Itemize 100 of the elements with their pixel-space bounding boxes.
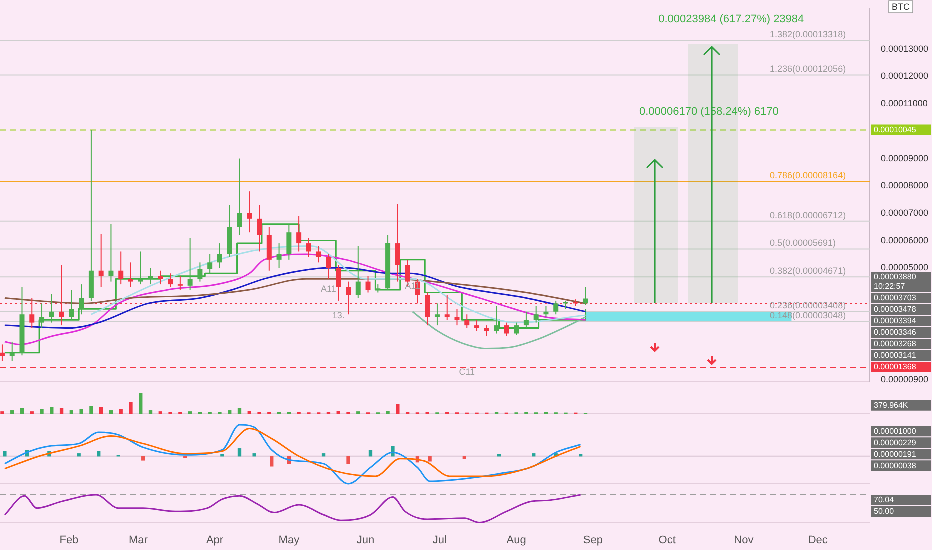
bar (70, 410, 74, 414)
candlestick (464, 314, 470, 329)
bar (40, 409, 44, 414)
candlestick (434, 303, 440, 326)
candlestick (118, 251, 124, 286)
candlestick (138, 251, 144, 286)
text: 70.04 (874, 496, 895, 505)
ref-line-label: 0.00010045 (874, 125, 917, 134)
candlestick (0, 344, 5, 362)
bar (252, 454, 256, 457)
candlestick (158, 270, 164, 286)
x-tick-label: Aug (506, 534, 526, 546)
text: 0.00003268 (874, 340, 917, 349)
y-tick-label: 0.00013000 (881, 44, 929, 54)
x-tick-label: Oct (658, 534, 676, 546)
bar (142, 456, 146, 461)
candlestick (336, 264, 342, 302)
y-tick-label: 0.00007000 (881, 208, 929, 218)
text: 0.00000038 (874, 461, 917, 470)
candlestick (286, 224, 292, 260)
candlestick (326, 254, 332, 280)
candlestick (514, 322, 520, 336)
candlestick (148, 268, 154, 286)
bar (322, 454, 326, 457)
bar (148, 410, 153, 414)
bar (97, 451, 101, 457)
annotation: 0.00023984 (617.27%) 23984 (658, 14, 804, 26)
candlestick (494, 306, 500, 334)
bar (3, 451, 7, 457)
annotation: 13. (332, 310, 345, 321)
candlestick (108, 224, 114, 282)
text: 0.00003141 (874, 351, 917, 360)
candlestick (49, 294, 54, 324)
candlestick (524, 311, 529, 329)
candlestick (128, 262, 134, 288)
bar (248, 411, 252, 414)
candlestick (474, 320, 480, 332)
y-tick-label: 0.00005000 (881, 262, 929, 273)
text: 0.00000229 (874, 438, 917, 448)
bar (386, 411, 390, 414)
candlestick (504, 322, 510, 337)
candlestick (178, 276, 183, 291)
candlestick (217, 243, 222, 269)
text: 379.964K (874, 401, 909, 410)
bar (336, 411, 340, 414)
candlestick (79, 284, 84, 316)
annotation: C11 (459, 366, 476, 377)
bar (129, 402, 133, 414)
ref-line-label: 0.236(0.00003408) (770, 300, 846, 311)
y-tick-label: 0.00006000 (881, 235, 929, 246)
bar (368, 450, 373, 457)
candlestick (247, 191, 252, 234)
ref-line-label: 1.382(0.00013318) (770, 30, 846, 40)
candlestick (276, 243, 282, 269)
x-tick-label: Sep (583, 534, 603, 546)
candlestick (316, 246, 322, 264)
x-tick-label: Feb (60, 534, 79, 546)
y-tick-label: 0.00009000 (881, 153, 929, 164)
bar (109, 410, 114, 414)
bar (238, 448, 242, 457)
y-axis-title: BTC (892, 2, 910, 12)
bar (10, 410, 14, 414)
ref-line-label: 1.236(0.00012056) (770, 64, 846, 74)
candlestick (168, 273, 174, 288)
ref-line-label: 0.5(0.00005691) (770, 238, 836, 248)
x-tick-label: May (278, 534, 300, 546)
y-tick-label: 0.00008000 (881, 180, 929, 191)
text: 0.00003703 (874, 294, 917, 303)
text: 0.00003880 10:22:57 (874, 272, 917, 292)
line-series (412, 311, 587, 350)
candlestick (366, 276, 371, 294)
annotation: A11 (321, 284, 336, 294)
text: 50.00 (874, 507, 895, 516)
bar (428, 456, 432, 462)
y-tick-label: 0.00011000 (881, 98, 928, 109)
candlestick (10, 341, 15, 362)
text: 0.00003394 (874, 316, 917, 326)
text: 0.00000191 (874, 450, 917, 459)
candlestick (395, 204, 400, 282)
candlestick (583, 286, 588, 306)
y-tick-label: 0.00000900 (881, 374, 929, 385)
bar (532, 454, 536, 457)
bar (90, 406, 94, 414)
ref-line-label: 0.618(0.00006712) (770, 210, 846, 220)
bar (228, 410, 232, 414)
candlestick (454, 308, 460, 326)
bar (578, 454, 583, 457)
x-tick-label: Mar (128, 534, 148, 546)
x-tick-label: Apr (206, 534, 224, 546)
bar (396, 404, 400, 414)
candlestick (198, 262, 203, 282)
bar (119, 409, 123, 414)
ref-line-label: 0.00001368 (874, 362, 917, 372)
ref-line-label: 0.786(0.00008164) (770, 170, 846, 181)
candlestick (257, 204, 262, 252)
candlestick (208, 254, 213, 274)
bar (20, 408, 24, 414)
line-series (4, 254, 587, 346)
bar (80, 409, 84, 414)
x-tick-label: Dec (808, 534, 828, 546)
